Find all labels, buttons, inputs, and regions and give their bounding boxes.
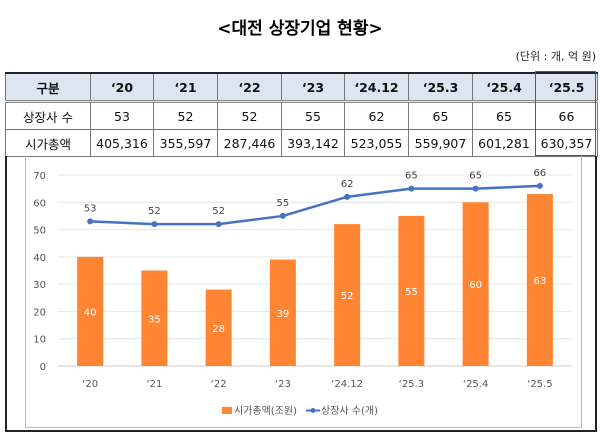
line-data-label: 62 <box>341 179 354 190</box>
column-header: ‘22 <box>217 72 282 103</box>
line-series <box>90 184 540 226</box>
x-tick-label: ‘25.3 <box>399 379 424 390</box>
line-point <box>536 182 543 189</box>
y-tick-label: 10 <box>33 335 46 346</box>
line-point <box>344 193 351 200</box>
line-data-label: 65 <box>405 171 418 182</box>
y-tick-label: 0 <box>40 362 46 373</box>
table-cell: 405,316 <box>90 129 154 157</box>
column-header: 구분 <box>5 72 91 103</box>
legend-label: 상장사 수(개) <box>321 405 378 417</box>
bar-data-label: 28 <box>212 324 225 335</box>
row-label: 시가총액 <box>5 129 91 157</box>
table-cell: 287,446 <box>217 129 282 157</box>
page-title: <대전 상장기업 현황> <box>217 19 383 39</box>
bar-data-label: 52 <box>341 291 354 302</box>
column-header: ‘25.5 <box>535 72 598 103</box>
x-tick-label: ‘21 <box>146 379 162 390</box>
row-label: 상장사 수 <box>5 101 91 130</box>
legend-label: 시가총액(조원) <box>234 405 297 417</box>
table-row: 상장사 수 53 52 52 55 62 65 65 66 <box>5 101 598 130</box>
unit-note: (단위 : 개, 억 원) <box>515 50 596 63</box>
bar-data-label: 39 <box>277 309 290 320</box>
line-data-label: 52 <box>148 206 161 217</box>
bar-data-label: 60 <box>469 280 482 291</box>
table-cell: 65 <box>472 101 536 130</box>
line-point <box>472 185 479 192</box>
bar <box>269 259 296 366</box>
y-tick-label: 30 <box>33 280 46 291</box>
x-tick-label: ‘23 <box>275 379 291 390</box>
chart-panel <box>5 156 597 432</box>
x-tick-label: ‘22 <box>211 379 227 390</box>
line-data-label: 65 <box>469 171 482 182</box>
y-tick-label: 20 <box>33 307 46 318</box>
table-cell: 601,281 <box>472 129 536 157</box>
table-cell: 559,907 <box>408 129 473 157</box>
line-point <box>87 218 94 225</box>
table-cell: 52 <box>153 101 218 130</box>
table-cell: 355,597 <box>153 129 218 157</box>
y-tick-label: 60 <box>33 198 46 209</box>
x-tick-label: ‘24.12 <box>331 379 363 390</box>
bar-data-label: 63 <box>534 276 547 287</box>
x-tick-label: ‘20 <box>82 379 98 390</box>
line-data-label: 66 <box>534 168 547 179</box>
column-header: ‘25.3 <box>408 72 473 103</box>
y-tick-label: 40 <box>33 253 46 264</box>
table-cell: 53 <box>90 101 154 130</box>
listed-companies-table: 구분 ‘20 ‘21 ‘22 ‘23 ‘24.12 ‘25.3 ‘25.4 ‘25.5 상장사 … <box>5 72 598 157</box>
line-data-label: 55 <box>277 198 290 209</box>
line-point <box>408 185 415 192</box>
bar <box>205 289 232 366</box>
line-data-label: 53 <box>84 203 97 214</box>
bar <box>77 256 104 366</box>
bar-data-label: 35 <box>148 314 161 325</box>
x-tick-label: ‘25.5 <box>527 379 552 390</box>
table-cell: 55 <box>281 101 345 130</box>
line-point <box>151 221 158 228</box>
bar <box>334 224 361 366</box>
y-tick-label: 50 <box>33 226 46 237</box>
column-header: ‘21 <box>153 72 218 103</box>
bar <box>141 270 168 366</box>
table-row: 시가총액 405,316 355,597 287,446 393,142 523,055 5… <box>5 129 598 157</box>
bar <box>462 202 489 366</box>
legend-bar-swatch <box>222 407 232 414</box>
line-data-label: 52 <box>212 206 225 217</box>
x-tick-label: ‘25.4 <box>463 379 488 390</box>
table-cell: 66 <box>535 101 598 130</box>
legend-line-marker <box>310 408 316 413</box>
column-header: ‘24.12 <box>344 72 409 103</box>
line-point <box>279 212 286 219</box>
table-cell: 523,055 <box>344 129 409 157</box>
combo-chart: 0 10 20 30 40 50 60 70 40 35 28 39 52 55 60 63 53 52 52 55 6… <box>33 168 572 417</box>
table-cell: 65 <box>408 101 473 130</box>
bar <box>526 194 553 366</box>
table-cell: 393,142 <box>281 129 345 157</box>
table-cell: 630,357 <box>535 129 598 157</box>
line-point <box>215 221 222 228</box>
bar <box>398 215 425 366</box>
y-tick-label: 70 <box>33 171 46 182</box>
bar-data-label: 40 <box>84 307 97 318</box>
bar-data-label: 55 <box>405 287 418 298</box>
column-header: ‘25.4 <box>472 72 536 103</box>
table-cell: 52 <box>217 101 282 130</box>
column-header: ‘20 <box>90 72 154 103</box>
table-cell: 62 <box>344 101 409 130</box>
column-header: ‘23 <box>281 72 345 103</box>
